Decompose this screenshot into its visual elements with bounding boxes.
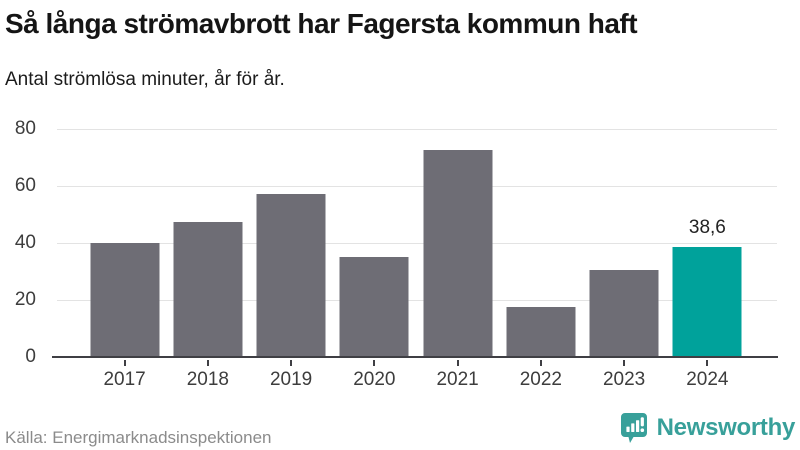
gridline-60 — [57, 185, 777, 187]
plot-area: 2017 2018 2019 2020 2021 2022 2023 38,6 2024 — [57, 115, 777, 390]
y-tick-label-80: 80 — [14, 117, 36, 139]
bar-slot-2021: 2021 — [416, 115, 499, 390]
y-axis-labels: 0 20 40 60 80 — [0, 115, 46, 367]
bar-2022 — [506, 306, 576, 357]
bar-2020 — [339, 257, 409, 357]
gridline-80 — [57, 128, 777, 130]
bar-slot-2017: 2017 — [83, 115, 166, 390]
bar-2017 — [90, 243, 160, 357]
bar-2018 — [173, 221, 243, 357]
brand-name: Newsworthy — [656, 414, 796, 441]
x-tick-2019 — [290, 360, 293, 366]
x-tick-2024 — [706, 360, 709, 366]
y-tick-label-20: 20 — [14, 288, 36, 310]
x-tick-label-2021: 2021 — [436, 369, 479, 390]
bar-slot-2024: 38,6 2024 — [666, 115, 749, 390]
x-tick-label-2019: 2019 — [269, 369, 313, 390]
brand-logo: Newsworthy — [620, 412, 795, 444]
bar-slot-2018: 2018 — [166, 115, 249, 390]
x-axis-line — [52, 356, 778, 358]
x-tick-2022 — [539, 360, 542, 366]
y-tick-label-40: 40 — [14, 231, 36, 253]
source-attribution: Källa: Energimarknadsinspektionen — [5, 428, 272, 447]
x-tick-2020 — [373, 360, 376, 366]
y-tick-label-60: 60 — [14, 174, 36, 196]
bar-slot-2022: 2022 — [499, 115, 582, 390]
bar-slot-2023: 2023 — [583, 115, 666, 390]
bar-slot-2019: 2019 — [250, 115, 333, 390]
x-tick-label-2017: 2017 — [103, 369, 146, 390]
gridline-40 — [57, 242, 777, 244]
chart-subtitle: Antal strömlösa minuter, år för år. — [5, 69, 285, 90]
gridline-20 — [57, 299, 777, 301]
bar-series: 2017 2018 2019 2020 2021 2022 2023 38,6 2024 — [57, 115, 777, 390]
x-tick-label-2018: 2018 — [186, 369, 230, 390]
x-tick-2017 — [123, 360, 126, 366]
bar-2021 — [423, 149, 493, 357]
x-tick-2018 — [206, 360, 209, 366]
x-tick-2023 — [623, 360, 626, 366]
bar-2023 — [589, 269, 659, 357]
y-tick-label-0: 0 — [25, 346, 36, 367]
x-tick-label-2022: 2022 — [519, 369, 563, 390]
chart-title: Så långa strömavbrott har Fagersta kommu… — [5, 8, 638, 39]
x-tick-label-2024: 2024 — [686, 369, 729, 390]
bar-chart-bubble-icon — [620, 412, 648, 444]
bar-2024 — [672, 246, 742, 357]
x-tick-2021 — [456, 360, 459, 366]
bar-2019 — [256, 194, 326, 357]
x-tick-label-2020: 2020 — [353, 369, 396, 390]
value-label-2024: 38,6 — [688, 216, 726, 238]
x-tick-label-2023: 2023 — [602, 369, 646, 390]
bar-slot-2020: 2020 — [333, 115, 416, 390]
